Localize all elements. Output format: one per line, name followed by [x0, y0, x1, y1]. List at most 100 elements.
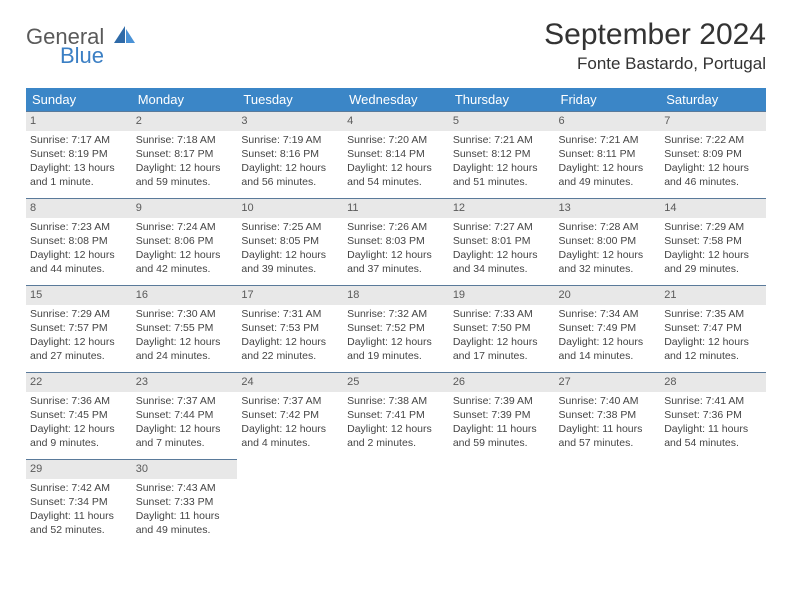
- daylight-line: Daylight: 12 hours and 51 minutes.: [453, 161, 551, 189]
- sunset-line: Sunset: 8:12 PM: [453, 147, 551, 161]
- calendar-day-cell: 25Sunrise: 7:38 AMSunset: 7:41 PMDayligh…: [343, 372, 449, 459]
- sunrise-line: Sunrise: 7:35 AM: [664, 307, 762, 321]
- day-number: 22: [26, 372, 132, 392]
- day-body: Sunrise: 7:19 AMSunset: 8:16 PMDaylight:…: [237, 131, 343, 194]
- daylight-line: Daylight: 12 hours and 37 minutes.: [347, 248, 445, 276]
- weekday-header: Sunday: [26, 88, 132, 111]
- page-title: September 2024: [544, 18, 766, 52]
- day-number: 10: [237, 198, 343, 218]
- day-number: 26: [449, 372, 555, 392]
- calendar-day-cell: 14Sunrise: 7:29 AMSunset: 7:58 PMDayligh…: [660, 198, 766, 285]
- daylight-line: Daylight: 12 hours and 29 minutes.: [664, 248, 762, 276]
- sunrise-line: Sunrise: 7:39 AM: [453, 394, 551, 408]
- day-number: 18: [343, 285, 449, 305]
- day-body: Sunrise: 7:43 AMSunset: 7:33 PMDaylight:…: [132, 479, 238, 542]
- calendar-day-cell: 26Sunrise: 7:39 AMSunset: 7:39 PMDayligh…: [449, 372, 555, 459]
- sunrise-line: Sunrise: 7:37 AM: [241, 394, 339, 408]
- logo-sail-icon: [114, 26, 136, 44]
- sunset-line: Sunset: 7:53 PM: [241, 321, 339, 335]
- calendar-week-row: 8Sunrise: 7:23 AMSunset: 8:08 PMDaylight…: [26, 198, 766, 285]
- day-number: 15: [26, 285, 132, 305]
- day-body: Sunrise: 7:29 AMSunset: 7:58 PMDaylight:…: [660, 218, 766, 281]
- calendar-day-cell: 19Sunrise: 7:33 AMSunset: 7:50 PMDayligh…: [449, 285, 555, 372]
- daylight-line: Daylight: 12 hours and 2 minutes.: [347, 422, 445, 450]
- sunrise-line: Sunrise: 7:42 AM: [30, 481, 128, 495]
- calendar-day-cell: 11Sunrise: 7:26 AMSunset: 8:03 PMDayligh…: [343, 198, 449, 285]
- logo-text: General Blue: [26, 24, 136, 67]
- sunrise-line: Sunrise: 7:43 AM: [136, 481, 234, 495]
- day-number: 1: [26, 111, 132, 131]
- sunset-line: Sunset: 7:41 PM: [347, 408, 445, 422]
- sunrise-line: Sunrise: 7:26 AM: [347, 220, 445, 234]
- daylight-line: Daylight: 11 hours and 49 minutes.: [136, 509, 234, 537]
- sunset-line: Sunset: 7:36 PM: [664, 408, 762, 422]
- daylight-line: Daylight: 12 hours and 34 minutes.: [453, 248, 551, 276]
- daylight-line: Daylight: 12 hours and 46 minutes.: [664, 161, 762, 189]
- day-number: 30: [132, 459, 238, 479]
- weekday-header: Tuesday: [237, 88, 343, 111]
- calendar-day-cell: 15Sunrise: 7:29 AMSunset: 7:57 PMDayligh…: [26, 285, 132, 372]
- sunset-line: Sunset: 7:33 PM: [136, 495, 234, 509]
- sunrise-line: Sunrise: 7:33 AM: [453, 307, 551, 321]
- calendar-body: 1Sunrise: 7:17 AMSunset: 8:19 PMDaylight…: [26, 111, 766, 546]
- calendar-empty-cell: [555, 459, 661, 546]
- sunrise-line: Sunrise: 7:41 AM: [664, 394, 762, 408]
- day-number: 4: [343, 111, 449, 131]
- day-body: Sunrise: 7:18 AMSunset: 8:17 PMDaylight:…: [132, 131, 238, 194]
- calendar-week-row: 1Sunrise: 7:17 AMSunset: 8:19 PMDaylight…: [26, 111, 766, 198]
- day-body: Sunrise: 7:27 AMSunset: 8:01 PMDaylight:…: [449, 218, 555, 281]
- calendar-empty-cell: [660, 459, 766, 546]
- calendar-day-cell: 10Sunrise: 7:25 AMSunset: 8:05 PMDayligh…: [237, 198, 343, 285]
- day-number: 16: [132, 285, 238, 305]
- calendar-day-cell: 18Sunrise: 7:32 AMSunset: 7:52 PMDayligh…: [343, 285, 449, 372]
- day-body: Sunrise: 7:17 AMSunset: 8:19 PMDaylight:…: [26, 131, 132, 194]
- calendar-day-cell: 13Sunrise: 7:28 AMSunset: 8:00 PMDayligh…: [555, 198, 661, 285]
- daylight-line: Daylight: 11 hours and 57 minutes.: [559, 422, 657, 450]
- day-number: 12: [449, 198, 555, 218]
- calendar-day-cell: 24Sunrise: 7:37 AMSunset: 7:42 PMDayligh…: [237, 372, 343, 459]
- header: General Blue September 2024 Fonte Bastar…: [26, 18, 766, 74]
- title-block: September 2024 Fonte Bastardo, Portugal: [544, 18, 766, 74]
- sunset-line: Sunset: 8:14 PM: [347, 147, 445, 161]
- day-body: Sunrise: 7:30 AMSunset: 7:55 PMDaylight:…: [132, 305, 238, 368]
- day-number: 21: [660, 285, 766, 305]
- daylight-line: Daylight: 12 hours and 9 minutes.: [30, 422, 128, 450]
- sunrise-line: Sunrise: 7:17 AM: [30, 133, 128, 147]
- calendar-day-cell: 6Sunrise: 7:21 AMSunset: 8:11 PMDaylight…: [555, 111, 661, 198]
- weekday-header: Friday: [555, 88, 661, 111]
- day-body: Sunrise: 7:39 AMSunset: 7:39 PMDaylight:…: [449, 392, 555, 455]
- daylight-line: Daylight: 12 hours and 44 minutes.: [30, 248, 128, 276]
- sunrise-line: Sunrise: 7:27 AM: [453, 220, 551, 234]
- day-number: 29: [26, 459, 132, 479]
- day-body: Sunrise: 7:37 AMSunset: 7:44 PMDaylight:…: [132, 392, 238, 455]
- sunrise-line: Sunrise: 7:30 AM: [136, 307, 234, 321]
- day-body: Sunrise: 7:29 AMSunset: 7:57 PMDaylight:…: [26, 305, 132, 368]
- calendar-day-cell: 1Sunrise: 7:17 AMSunset: 8:19 PMDaylight…: [26, 111, 132, 198]
- daylight-line: Daylight: 12 hours and 59 minutes.: [136, 161, 234, 189]
- day-body: Sunrise: 7:20 AMSunset: 8:14 PMDaylight:…: [343, 131, 449, 194]
- calendar-day-cell: 28Sunrise: 7:41 AMSunset: 7:36 PMDayligh…: [660, 372, 766, 459]
- daylight-line: Daylight: 12 hours and 14 minutes.: [559, 335, 657, 363]
- weekday-header: Wednesday: [343, 88, 449, 111]
- sunset-line: Sunset: 7:44 PM: [136, 408, 234, 422]
- daylight-line: Daylight: 12 hours and 19 minutes.: [347, 335, 445, 363]
- calendar-empty-cell: [343, 459, 449, 546]
- sunrise-line: Sunrise: 7:18 AM: [136, 133, 234, 147]
- calendar-day-cell: 17Sunrise: 7:31 AMSunset: 7:53 PMDayligh…: [237, 285, 343, 372]
- day-number: 28: [660, 372, 766, 392]
- day-body: Sunrise: 7:25 AMSunset: 8:05 PMDaylight:…: [237, 218, 343, 281]
- calendar-empty-cell: [237, 459, 343, 546]
- day-body: Sunrise: 7:40 AMSunset: 7:38 PMDaylight:…: [555, 392, 661, 455]
- day-number: 11: [343, 198, 449, 218]
- sunrise-line: Sunrise: 7:22 AM: [664, 133, 762, 147]
- sunrise-line: Sunrise: 7:31 AM: [241, 307, 339, 321]
- calendar-day-cell: 9Sunrise: 7:24 AMSunset: 8:06 PMDaylight…: [132, 198, 238, 285]
- day-body: Sunrise: 7:36 AMSunset: 7:45 PMDaylight:…: [26, 392, 132, 455]
- calendar-day-cell: 27Sunrise: 7:40 AMSunset: 7:38 PMDayligh…: [555, 372, 661, 459]
- day-number: 8: [26, 198, 132, 218]
- calendar-day-cell: 7Sunrise: 7:22 AMSunset: 8:09 PMDaylight…: [660, 111, 766, 198]
- calendar-day-cell: 16Sunrise: 7:30 AMSunset: 7:55 PMDayligh…: [132, 285, 238, 372]
- day-body: Sunrise: 7:32 AMSunset: 7:52 PMDaylight:…: [343, 305, 449, 368]
- day-number: 13: [555, 198, 661, 218]
- sunset-line: Sunset: 7:38 PM: [559, 408, 657, 422]
